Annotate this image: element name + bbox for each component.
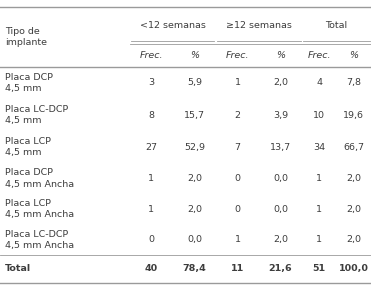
Text: 51: 51	[313, 264, 326, 273]
Text: 2,0: 2,0	[273, 78, 288, 88]
Text: Placa DCP
4,5 mm: Placa DCP 4,5 mm	[5, 73, 53, 93]
Text: 0,0: 0,0	[273, 204, 288, 214]
Text: 78,4: 78,4	[183, 264, 206, 273]
Text: 1: 1	[234, 235, 240, 244]
Text: 1: 1	[316, 235, 322, 244]
Text: Frec.: Frec.	[139, 51, 163, 60]
Text: 40: 40	[145, 264, 158, 273]
Text: 0: 0	[234, 204, 240, 214]
Text: 0: 0	[234, 174, 240, 183]
Text: 15,7: 15,7	[184, 110, 205, 120]
Text: Placa LCP
4,5 mm: Placa LCP 4,5 mm	[5, 137, 51, 157]
Text: 2,0: 2,0	[187, 204, 202, 214]
Text: ≥12 semanas: ≥12 semanas	[226, 21, 292, 30]
Text: 5,9: 5,9	[187, 78, 202, 88]
Text: 10: 10	[313, 110, 325, 120]
Text: Placa LC-DCP
4,5 mm Ancha: Placa LC-DCP 4,5 mm Ancha	[5, 229, 74, 250]
Text: 27: 27	[145, 143, 157, 152]
Text: 1: 1	[148, 204, 154, 214]
Text: 1: 1	[316, 204, 322, 214]
Text: %: %	[190, 51, 199, 60]
Text: Placa LCP
4,5 mm Ancha: Placa LCP 4,5 mm Ancha	[5, 199, 74, 219]
Text: 100,0: 100,0	[339, 264, 369, 273]
Text: Total: Total	[325, 21, 348, 30]
Text: <12 semanas: <12 semanas	[140, 21, 206, 30]
Text: 2,0: 2,0	[346, 204, 361, 214]
Text: 7,8: 7,8	[346, 78, 361, 88]
Text: 0,0: 0,0	[273, 174, 288, 183]
Text: 2,0: 2,0	[273, 235, 288, 244]
Text: Frec.: Frec.	[226, 51, 249, 60]
Text: 2,0: 2,0	[346, 174, 361, 183]
Text: Placa LC-DCP
4,5 mm: Placa LC-DCP 4,5 mm	[5, 105, 68, 125]
Text: Tipo de
implante: Tipo de implante	[5, 27, 47, 47]
Text: 8: 8	[148, 110, 154, 120]
Text: %: %	[349, 51, 358, 60]
Text: %: %	[276, 51, 285, 60]
Text: Placa DCP
4,5 mm Ancha: Placa DCP 4,5 mm Ancha	[5, 168, 74, 189]
Text: Frec.: Frec.	[308, 51, 331, 60]
Text: 0,0: 0,0	[187, 235, 202, 244]
Text: 19,6: 19,6	[343, 110, 364, 120]
Text: 13,7: 13,7	[270, 143, 291, 152]
Text: 11: 11	[231, 264, 244, 273]
Text: 34: 34	[313, 143, 325, 152]
Text: 4: 4	[316, 78, 322, 88]
Text: 0: 0	[148, 235, 154, 244]
Text: 7: 7	[234, 143, 240, 152]
Text: 1: 1	[148, 174, 154, 183]
Text: 1: 1	[234, 78, 240, 88]
Text: 1: 1	[316, 174, 322, 183]
Text: 3,9: 3,9	[273, 110, 288, 120]
Text: 66,7: 66,7	[343, 143, 364, 152]
Text: 52,9: 52,9	[184, 143, 205, 152]
Text: 2,0: 2,0	[187, 174, 202, 183]
Text: 21,6: 21,6	[269, 264, 292, 273]
Text: 2,0: 2,0	[346, 235, 361, 244]
Text: 3: 3	[148, 78, 154, 88]
Text: Total: Total	[5, 264, 31, 273]
Text: 2: 2	[234, 110, 240, 120]
